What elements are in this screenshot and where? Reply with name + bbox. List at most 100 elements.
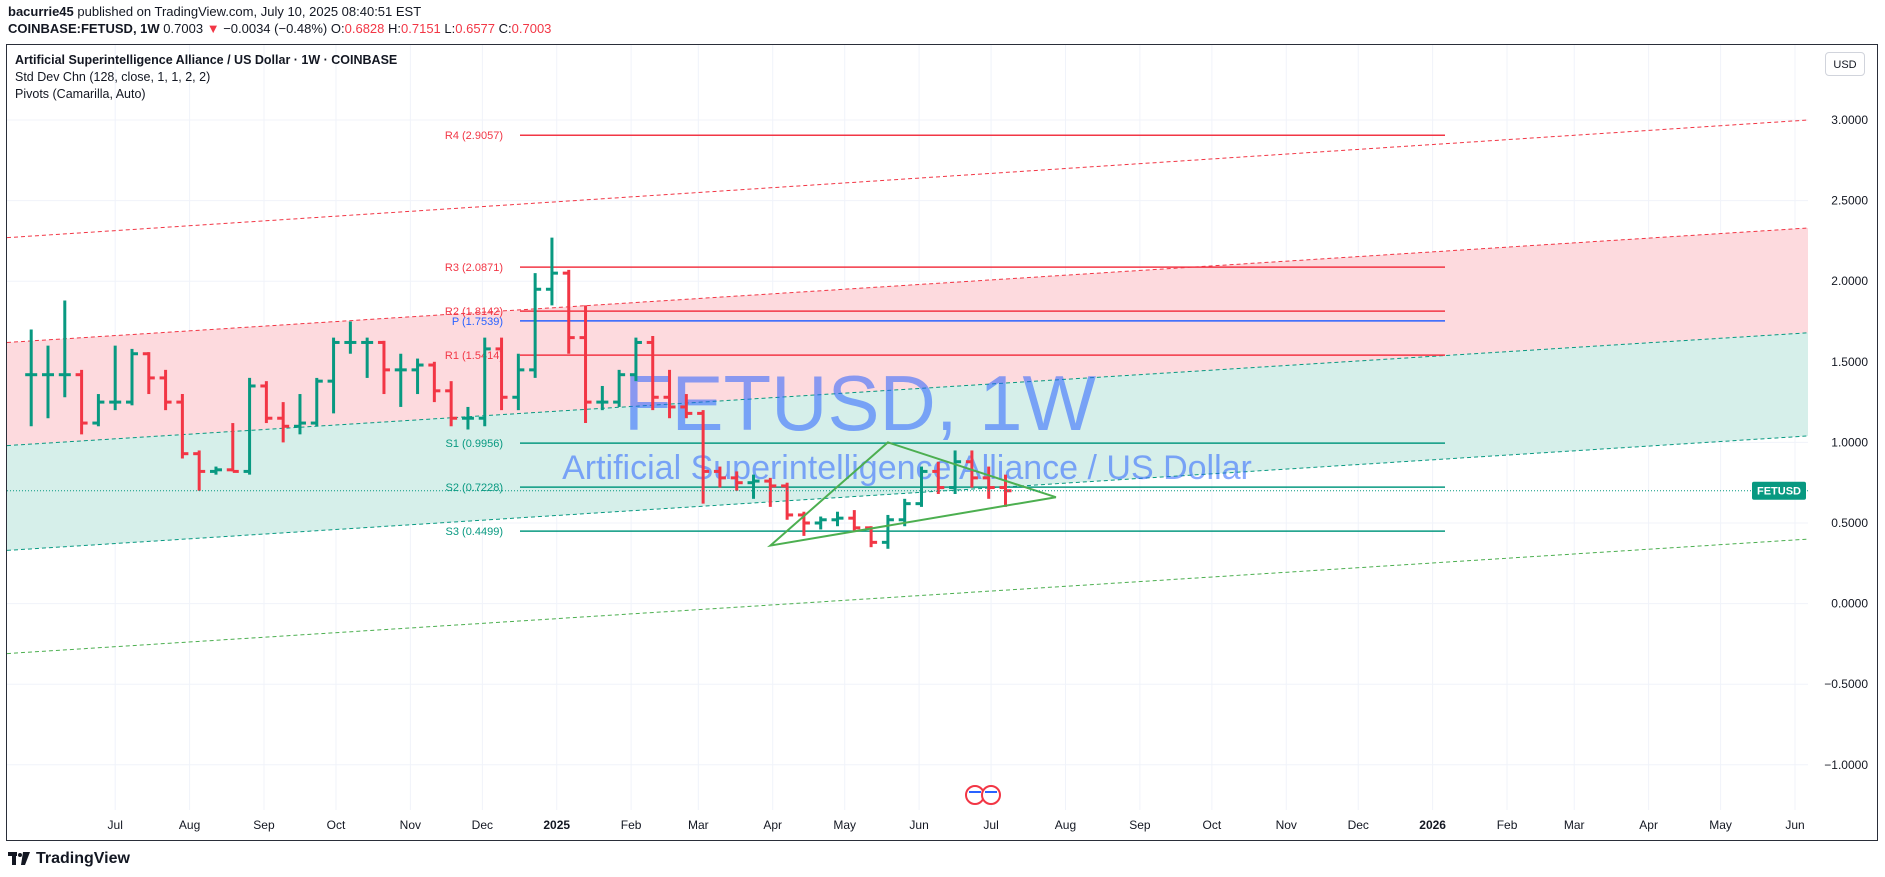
candle bbox=[730, 471, 743, 491]
candle bbox=[881, 514, 894, 549]
close-label: C: bbox=[498, 21, 512, 36]
us-flag-icon bbox=[981, 785, 1001, 805]
x-tick-label: Sep bbox=[253, 818, 275, 832]
x-tick-label: Aug bbox=[1055, 818, 1076, 832]
candle bbox=[529, 273, 542, 378]
x-tick-label: Feb bbox=[1497, 818, 1518, 832]
candle bbox=[579, 305, 592, 424]
y-tick-label: 2.5000 bbox=[1831, 194, 1868, 208]
ohlc-line: COINBASE:FETUSD, 1W 0.7003 ▼ −0.0034 (−0… bbox=[8, 21, 551, 37]
candle bbox=[226, 423, 239, 473]
candle bbox=[646, 336, 659, 411]
brand-name: TradingView bbox=[36, 850, 130, 867]
x-tick-label: 2026 bbox=[1419, 818, 1446, 832]
candle bbox=[109, 345, 122, 411]
candle bbox=[613, 369, 626, 407]
y-tick-label: 3.0000 bbox=[1831, 113, 1868, 127]
candle bbox=[562, 269, 575, 354]
candle bbox=[58, 300, 71, 398]
candle bbox=[982, 466, 995, 499]
y-tick-label: 1.5000 bbox=[1831, 355, 1868, 369]
currency-button[interactable]: USD bbox=[1825, 52, 1865, 76]
candle bbox=[898, 498, 911, 527]
pivot-label: S3 (0.4499) bbox=[446, 526, 503, 538]
x-axis: Jul Aug Sep Oct Nov Dec 2025 Feb Mar Apr May Jun Jul… bbox=[108, 818, 1805, 832]
candle bbox=[310, 377, 323, 427]
price-badge: FETUSD bbox=[1757, 486, 1801, 498]
pivot-label: R3 (2.0871) bbox=[445, 262, 503, 274]
high-label: H: bbox=[388, 21, 402, 36]
candle bbox=[92, 394, 105, 427]
change-down-icon: ▼ bbox=[206, 21, 220, 36]
candle bbox=[327, 337, 340, 414]
pivot-label: R2 (1.8142) bbox=[445, 306, 503, 318]
x-tick-label: Mar bbox=[1564, 818, 1585, 832]
candle bbox=[545, 237, 558, 306]
candle bbox=[478, 337, 491, 427]
candle bbox=[344, 321, 357, 354]
legend-indicator-stddev[interactable]: Std Dev Chn (128, close, 1, 1, 2, 2) bbox=[15, 70, 211, 84]
watermark-name: Artificial Superintelligence Alliance / … bbox=[562, 449, 1252, 487]
publisher-name[interactable]: bacurrie45 bbox=[8, 4, 74, 19]
x-tick-label: Mar bbox=[688, 818, 709, 832]
x-tick-label: Aug bbox=[179, 818, 200, 832]
y-tick-label: 0.5000 bbox=[1831, 516, 1868, 530]
x-tick-label: Jun bbox=[1785, 818, 1804, 832]
high-value: 0.7151 bbox=[401, 21, 441, 36]
candle bbox=[461, 406, 474, 430]
std-dev-channel bbox=[6, 119, 1809, 655]
candle bbox=[125, 348, 138, 406]
economic-events bbox=[965, 785, 1001, 805]
x-tick-label: Jul bbox=[983, 818, 998, 832]
x-tick-label: May bbox=[1709, 818, 1732, 832]
published-text: published on TradingView.com, July 10, 2… bbox=[77, 4, 422, 19]
last-price: 0.7003 bbox=[163, 21, 204, 36]
channel-lower2-line bbox=[6, 538, 1809, 655]
triangle-pattern bbox=[767, 441, 1057, 548]
candle bbox=[915, 466, 928, 507]
candle bbox=[159, 369, 172, 411]
pivot-label: R1 (1.5414) bbox=[445, 350, 503, 362]
x-tick-label: Sep bbox=[1129, 818, 1151, 832]
channel-upper2-line bbox=[6, 119, 1809, 239]
candle bbox=[293, 394, 306, 435]
candle bbox=[377, 340, 390, 395]
open-value: 0.6828 bbox=[344, 21, 385, 36]
candle bbox=[142, 352, 155, 395]
watermark-symbol: FETUSD, 1W bbox=[624, 359, 1097, 447]
candle bbox=[949, 450, 962, 494]
legend-indicator-pivots[interactable]: Pivots (Camarilla, Auto) bbox=[15, 87, 146, 101]
candle bbox=[747, 474, 760, 499]
candles bbox=[25, 237, 1012, 549]
candle bbox=[243, 377, 256, 475]
pivot-label: S1 (0.9956) bbox=[446, 438, 503, 450]
footer-brand: TradingView bbox=[8, 850, 130, 868]
candle bbox=[932, 461, 945, 494]
pivot-lines: R4 (2.9057) R3 (2.0871) R2 (1.8142)P (1.75… bbox=[445, 130, 1445, 538]
low-label: L: bbox=[444, 21, 456, 36]
candle bbox=[428, 361, 441, 403]
price-badge-bg bbox=[1752, 481, 1806, 500]
x-tick-label: Jul bbox=[108, 818, 123, 832]
y-tick-label: 0.0000 bbox=[1831, 597, 1868, 611]
legend-title: Artificial Superintelligence Alliance / … bbox=[15, 53, 398, 67]
candle bbox=[680, 394, 693, 419]
candle bbox=[394, 353, 407, 407]
candle bbox=[411, 358, 424, 395]
x-tick-label: Nov bbox=[400, 818, 421, 832]
candle bbox=[25, 329, 38, 427]
pivot-label: S2 (0.7228) bbox=[446, 482, 503, 494]
y-tick-label: 1.0000 bbox=[1831, 435, 1868, 449]
pivot-label: P (1.7539) bbox=[452, 316, 503, 328]
candle bbox=[764, 477, 777, 507]
x-tick-label: Oct bbox=[1203, 818, 1222, 832]
x-tick-label: Nov bbox=[1276, 818, 1297, 832]
y-axis: 3.0000 2.5000 2.0000 1.5000 1.0000 0.5000 0.00… bbox=[1824, 113, 1868, 772]
low-value: 0.6577 bbox=[455, 21, 496, 36]
tradingview-logo-icon bbox=[8, 852, 30, 865]
candle bbox=[596, 385, 609, 411]
candle bbox=[193, 450, 206, 491]
candle bbox=[512, 353, 525, 411]
candle bbox=[209, 466, 222, 475]
